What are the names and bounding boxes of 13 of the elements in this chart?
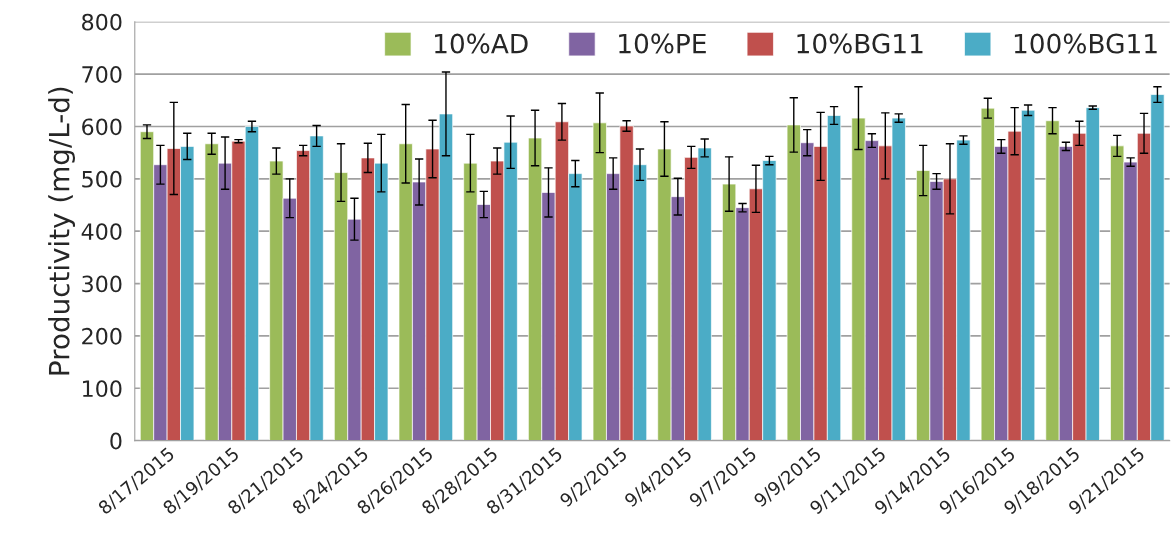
y-tick-label: 500 <box>82 170 122 188</box>
legend-label: 10%PE <box>619 33 706 54</box>
y-tick-label: 200 <box>82 327 122 345</box>
legend-label: 10%BG11 <box>797 33 923 54</box>
y-tick-label: 100 <box>83 380 122 398</box>
y-tick-label: 800 <box>82 13 122 31</box>
y-axis-title: Productivity (mg/L-d) <box>48 87 75 375</box>
legend-label: 100%BG11 <box>1014 33 1157 54</box>
y-tick-label: 400 <box>81 223 122 240</box>
y-tick-label: 300 <box>82 275 122 293</box>
y-tick-label: 600 <box>82 118 122 136</box>
y-tick-label: 700 <box>82 66 122 83</box>
legend-label: 10%AD <box>435 33 528 54</box>
